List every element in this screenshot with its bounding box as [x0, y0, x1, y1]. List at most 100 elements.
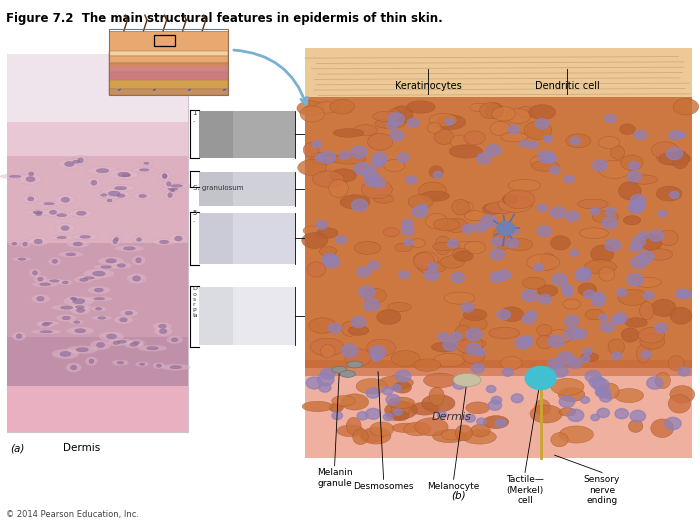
- Ellipse shape: [146, 346, 158, 350]
- Ellipse shape: [547, 330, 572, 344]
- Text: 5
.: 5 .: [193, 210, 197, 223]
- Ellipse shape: [531, 161, 559, 171]
- Ellipse shape: [74, 321, 80, 323]
- Ellipse shape: [640, 235, 662, 250]
- Ellipse shape: [303, 142, 319, 157]
- Ellipse shape: [559, 426, 594, 443]
- Ellipse shape: [168, 188, 178, 191]
- Ellipse shape: [451, 135, 468, 149]
- Ellipse shape: [13, 257, 32, 261]
- Ellipse shape: [18, 258, 26, 260]
- Ellipse shape: [330, 169, 356, 182]
- Ellipse shape: [540, 253, 556, 270]
- Ellipse shape: [372, 111, 402, 122]
- Circle shape: [543, 135, 552, 142]
- Ellipse shape: [319, 247, 337, 256]
- Circle shape: [424, 269, 439, 280]
- Circle shape: [491, 237, 503, 246]
- Ellipse shape: [429, 387, 444, 406]
- Ellipse shape: [456, 202, 473, 212]
- Ellipse shape: [96, 192, 112, 197]
- Ellipse shape: [23, 195, 38, 203]
- Ellipse shape: [585, 309, 604, 320]
- Bar: [7, 54, 188, 432]
- Ellipse shape: [337, 425, 364, 437]
- Ellipse shape: [43, 322, 52, 324]
- Ellipse shape: [672, 151, 689, 169]
- Ellipse shape: [429, 166, 443, 178]
- Ellipse shape: [170, 365, 181, 369]
- Ellipse shape: [34, 275, 47, 283]
- Circle shape: [647, 377, 663, 389]
- Ellipse shape: [652, 142, 679, 159]
- Circle shape: [399, 271, 409, 279]
- Circle shape: [537, 226, 552, 237]
- Circle shape: [438, 333, 449, 341]
- Text: Keratinocytes: Keratinocytes: [395, 81, 462, 91]
- Ellipse shape: [162, 364, 190, 371]
- Ellipse shape: [66, 327, 94, 335]
- Circle shape: [631, 194, 646, 206]
- Ellipse shape: [386, 411, 406, 421]
- Ellipse shape: [464, 131, 485, 145]
- Circle shape: [598, 314, 608, 321]
- Ellipse shape: [670, 385, 694, 403]
- Circle shape: [552, 274, 568, 285]
- Ellipse shape: [314, 102, 338, 113]
- Ellipse shape: [50, 280, 59, 282]
- Ellipse shape: [80, 278, 88, 281]
- Ellipse shape: [465, 211, 485, 221]
- Circle shape: [481, 215, 497, 227]
- Ellipse shape: [584, 260, 617, 274]
- Ellipse shape: [153, 238, 176, 245]
- Ellipse shape: [56, 314, 77, 322]
- Ellipse shape: [480, 102, 502, 119]
- Circle shape: [593, 379, 609, 391]
- Circle shape: [596, 389, 604, 396]
- Ellipse shape: [670, 307, 692, 324]
- Text: Melanin
granule: Melanin granule: [317, 468, 352, 488]
- Ellipse shape: [133, 341, 139, 344]
- Ellipse shape: [57, 159, 81, 169]
- Ellipse shape: [36, 202, 62, 206]
- Ellipse shape: [62, 281, 69, 284]
- Circle shape: [453, 380, 466, 389]
- Ellipse shape: [144, 162, 149, 164]
- Ellipse shape: [117, 264, 125, 267]
- Circle shape: [544, 154, 556, 163]
- Circle shape: [519, 141, 528, 147]
- Ellipse shape: [76, 308, 85, 312]
- Ellipse shape: [127, 273, 146, 284]
- Ellipse shape: [50, 235, 74, 240]
- Circle shape: [466, 344, 481, 355]
- Ellipse shape: [91, 180, 97, 185]
- Circle shape: [593, 292, 605, 301]
- Ellipse shape: [132, 255, 146, 265]
- Ellipse shape: [31, 210, 47, 217]
- Ellipse shape: [78, 158, 83, 163]
- Ellipse shape: [123, 247, 135, 250]
- Ellipse shape: [444, 218, 468, 233]
- Circle shape: [677, 132, 686, 139]
- Ellipse shape: [668, 356, 684, 371]
- Ellipse shape: [68, 296, 80, 301]
- Ellipse shape: [93, 265, 120, 270]
- Ellipse shape: [83, 269, 115, 279]
- Bar: [108, 56, 228, 64]
- Circle shape: [406, 176, 416, 184]
- Ellipse shape: [159, 324, 167, 328]
- Text: Melanocyte: Melanocyte: [428, 482, 480, 491]
- Ellipse shape: [463, 430, 496, 444]
- Ellipse shape: [57, 236, 66, 239]
- Ellipse shape: [116, 194, 125, 197]
- Ellipse shape: [103, 197, 116, 204]
- Text: Dendritic cell: Dendritic cell: [535, 81, 599, 91]
- Circle shape: [665, 417, 681, 429]
- Circle shape: [606, 208, 616, 216]
- Circle shape: [336, 236, 346, 244]
- Ellipse shape: [310, 152, 334, 165]
- Ellipse shape: [115, 186, 127, 190]
- Text: Desmosomes: Desmosomes: [354, 482, 414, 491]
- Ellipse shape: [75, 306, 85, 308]
- Circle shape: [496, 419, 506, 427]
